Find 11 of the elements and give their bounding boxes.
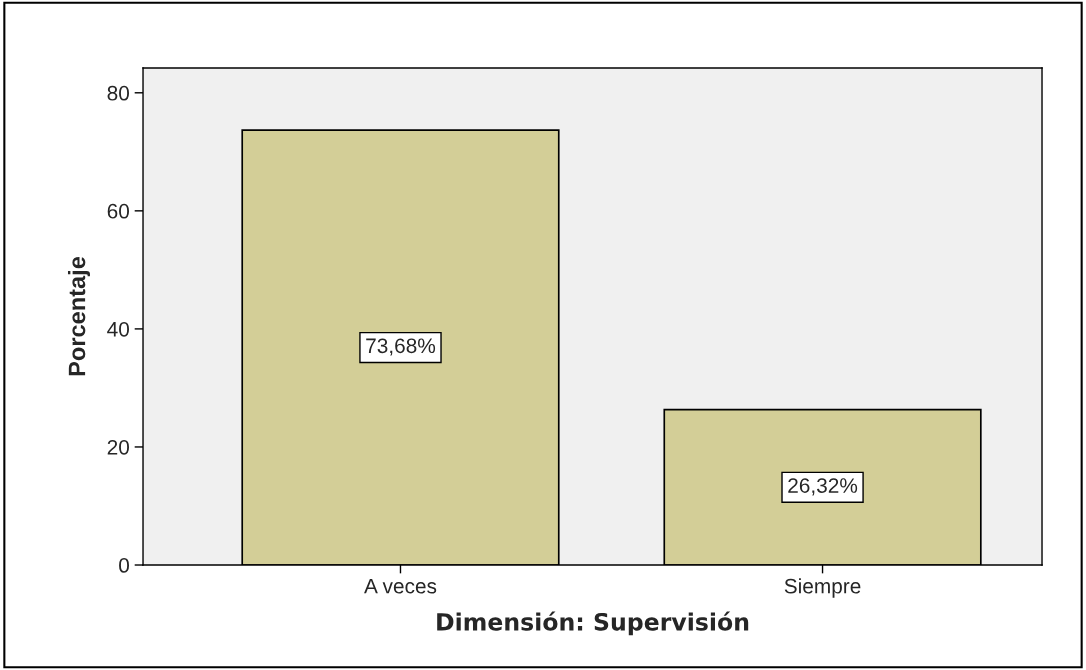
y-tick-label: 20: [107, 439, 130, 455]
x-tick-label: A veces: [364, 578, 437, 594]
data-label: 73,68%: [366, 338, 436, 356]
y-axis-title: Porcentaje: [67, 256, 90, 376]
y-tick-label: 40: [107, 321, 130, 337]
x-tick-label: Siempre: [784, 578, 861, 598]
y-tick-label: 0: [119, 558, 130, 573]
data-label: 26,32%: [788, 478, 858, 496]
y-tick-label: 60: [107, 203, 130, 219]
x-axis-title: Dimensión: Supervisión: [437, 611, 749, 636]
y-tick-label: 80: [107, 85, 130, 101]
